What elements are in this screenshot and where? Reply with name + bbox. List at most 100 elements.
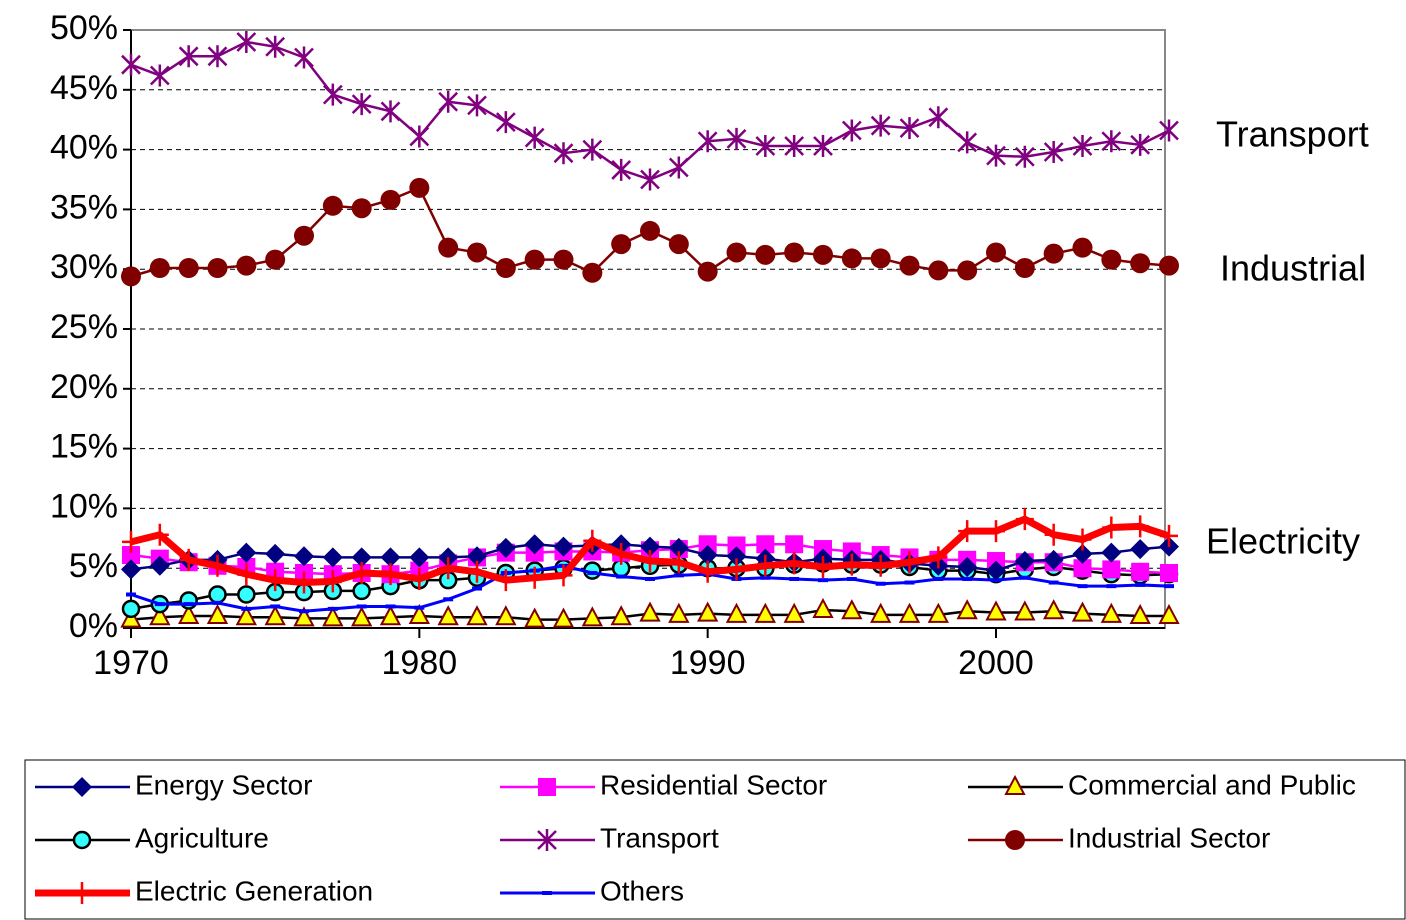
marker bbox=[698, 560, 717, 583]
marker bbox=[986, 560, 1006, 581]
marker bbox=[537, 829, 557, 851]
marker bbox=[126, 592, 136, 597]
marker bbox=[933, 576, 944, 581]
series bbox=[121, 30, 1179, 191]
marker bbox=[379, 605, 402, 626]
marker bbox=[726, 546, 747, 567]
marker bbox=[814, 556, 832, 579]
marker bbox=[183, 602, 194, 607]
marker bbox=[1043, 599, 1065, 620]
marker bbox=[351, 547, 372, 568]
marker bbox=[985, 600, 1007, 621]
marker bbox=[616, 574, 627, 579]
marker bbox=[121, 559, 141, 580]
marker bbox=[1005, 830, 1025, 850]
legend-label: Energy Sector bbox=[135, 769, 312, 800]
marker bbox=[264, 605, 286, 626]
marker bbox=[1044, 523, 1063, 546]
marker bbox=[525, 566, 544, 589]
marker bbox=[150, 523, 169, 546]
marker bbox=[294, 225, 314, 246]
marker bbox=[611, 234, 632, 255]
marker bbox=[1015, 508, 1034, 531]
marker bbox=[673, 573, 684, 578]
marker bbox=[640, 536, 660, 557]
annotation: Industrial bbox=[1220, 248, 1366, 289]
marker bbox=[1043, 243, 1064, 264]
marker bbox=[611, 158, 632, 181]
marker bbox=[841, 119, 862, 142]
marker bbox=[236, 255, 257, 276]
marker bbox=[236, 30, 257, 53]
marker bbox=[270, 604, 281, 609]
marker bbox=[149, 605, 171, 626]
marker bbox=[1159, 255, 1179, 276]
marker bbox=[208, 554, 227, 577]
marker bbox=[726, 127, 747, 150]
marker bbox=[581, 606, 603, 627]
marker bbox=[495, 537, 516, 558]
legend-label: Commercial and Public bbox=[1068, 769, 1356, 800]
marker bbox=[178, 258, 199, 279]
y-tick-label: 50% bbox=[50, 9, 118, 47]
marker bbox=[1159, 119, 1179, 142]
marker bbox=[414, 605, 425, 610]
marker bbox=[208, 585, 227, 604]
legend-item: Energy Sector bbox=[35, 769, 312, 800]
marker bbox=[409, 547, 430, 568]
marker bbox=[437, 605, 459, 626]
marker bbox=[237, 585, 256, 604]
legend-item: Transport bbox=[500, 822, 719, 853]
marker bbox=[207, 258, 228, 279]
marker bbox=[121, 266, 141, 287]
marker bbox=[927, 602, 949, 623]
marker bbox=[1073, 528, 1092, 551]
marker bbox=[1014, 600, 1036, 621]
y-tick-label: 45% bbox=[50, 69, 118, 107]
y-tick-label: 30% bbox=[50, 248, 118, 286]
legend-label: Electric Generation bbox=[135, 875, 373, 906]
marker bbox=[1102, 516, 1121, 539]
marker bbox=[438, 237, 459, 258]
marker bbox=[813, 135, 833, 158]
marker bbox=[669, 551, 688, 574]
marker bbox=[1160, 524, 1178, 547]
series bbox=[121, 177, 1179, 287]
marker bbox=[818, 578, 828, 583]
marker bbox=[986, 144, 1006, 167]
marker bbox=[871, 554, 890, 577]
x-tick-label: 2000 bbox=[958, 644, 1034, 682]
marker bbox=[179, 591, 198, 610]
marker bbox=[178, 45, 199, 68]
marker bbox=[524, 534, 545, 555]
marker bbox=[842, 553, 861, 576]
marker bbox=[1101, 130, 1122, 153]
marker bbox=[122, 530, 140, 553]
legend-label: Industrial Sector bbox=[1068, 822, 1270, 853]
marker bbox=[986, 242, 1006, 263]
marker bbox=[552, 607, 575, 628]
marker bbox=[1135, 582, 1146, 587]
marker bbox=[1019, 575, 1030, 580]
marker bbox=[668, 156, 689, 179]
marker bbox=[178, 603, 200, 625]
marker bbox=[121, 53, 141, 76]
marker bbox=[899, 117, 920, 140]
marker bbox=[697, 261, 718, 282]
marker bbox=[439, 557, 458, 580]
marker bbox=[846, 576, 857, 581]
marker bbox=[352, 581, 371, 601]
marker bbox=[72, 777, 92, 797]
marker bbox=[179, 548, 198, 571]
marker bbox=[323, 570, 342, 593]
marker bbox=[640, 168, 660, 191]
marker bbox=[1073, 559, 1092, 578]
x-tick-label: 1980 bbox=[382, 644, 458, 682]
marker bbox=[120, 607, 142, 628]
y-tick-label: 0% bbox=[69, 607, 118, 645]
legend-item: Others bbox=[500, 875, 684, 906]
marker bbox=[1130, 253, 1151, 274]
marker bbox=[841, 599, 863, 620]
marker bbox=[754, 602, 776, 623]
